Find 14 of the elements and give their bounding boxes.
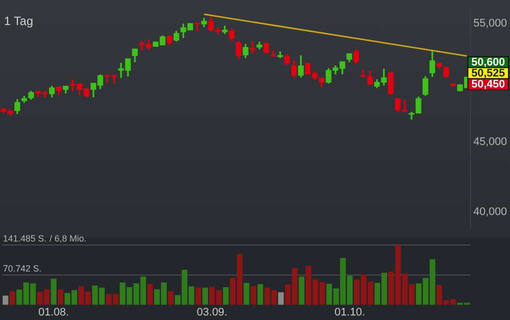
y-tick-label: 141.485 S. (3, 233, 47, 244)
y-tick-label: 45,000 (473, 136, 508, 148)
y-tick-label: 70.742 S. (3, 263, 42, 274)
chart-subtitle: 1 Tag (4, 14, 34, 28)
candlestick (250, 40, 256, 54)
text: / 6,8 Mio. (50, 233, 87, 244)
y-tick-label: 40,000 (473, 206, 508, 218)
text: 50,600 (471, 56, 506, 69)
x-tick-label: 03.09. (196, 306, 228, 318)
y-tick-label: 55,000 (473, 17, 508, 30)
x-tick-label: 01.10. (334, 306, 366, 318)
text: 50,450 (471, 78, 506, 91)
x-tick-label: 01.08. (38, 306, 69, 318)
text: 50,525 (471, 68, 506, 80)
